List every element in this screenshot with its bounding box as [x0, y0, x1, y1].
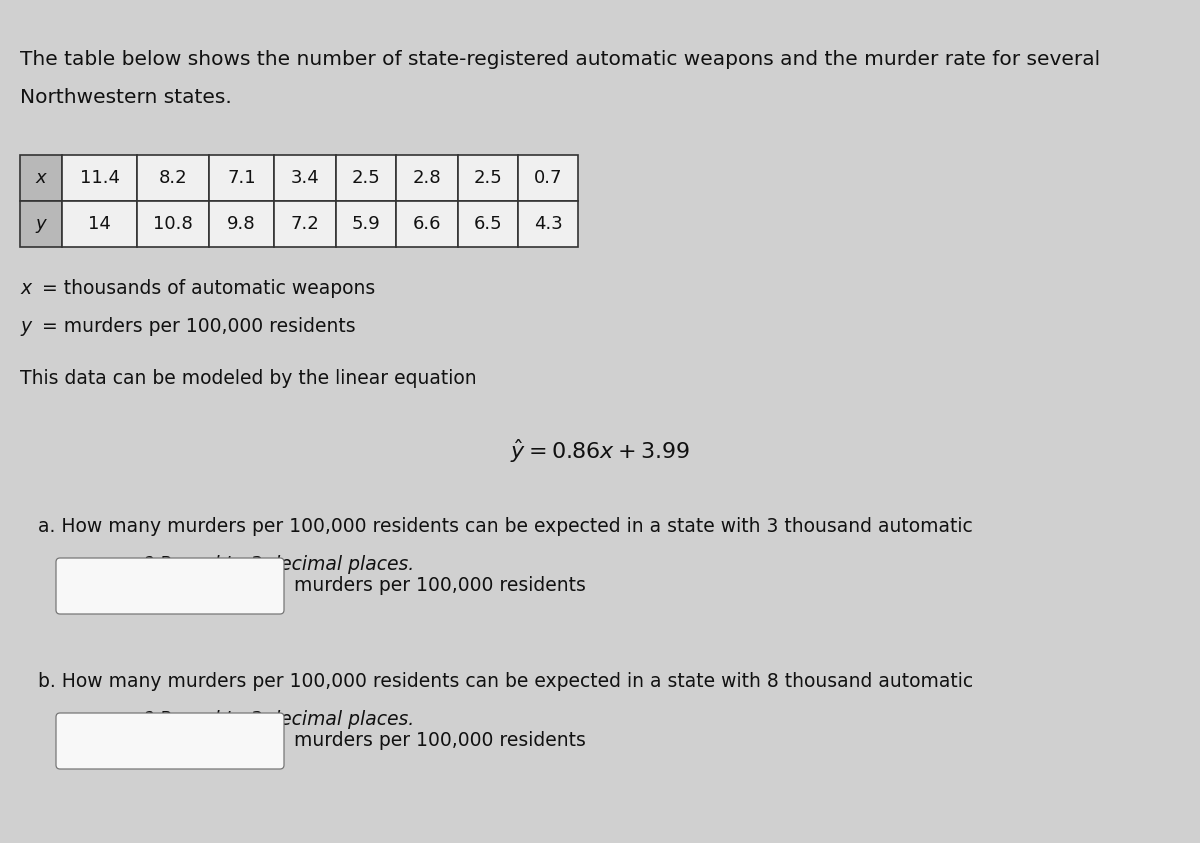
Text: The table below shows the number of state-registered automatic weapons and the m: The table below shows the number of stat… — [20, 50, 1100, 69]
Text: a. How many murders per 100,000 residents can be expected in a state with 3 thou: a. How many murders per 100,000 resident… — [38, 517, 973, 536]
Text: 9.8: 9.8 — [227, 215, 256, 233]
Text: y: y — [36, 215, 47, 233]
Text: 5.9: 5.9 — [352, 215, 380, 233]
FancyBboxPatch shape — [56, 713, 284, 769]
Text: 4.3: 4.3 — [534, 215, 563, 233]
Text: 6.5: 6.5 — [474, 215, 503, 233]
Text: 7.1: 7.1 — [227, 169, 256, 187]
FancyBboxPatch shape — [20, 201, 62, 247]
Text: 2.8: 2.8 — [413, 169, 442, 187]
FancyBboxPatch shape — [396, 155, 458, 201]
Text: weapons? Round to 3 decimal places.: weapons? Round to 3 decimal places. — [60, 555, 414, 574]
FancyBboxPatch shape — [458, 155, 518, 201]
Text: weapons? Round to 3 decimal places.: weapons? Round to 3 decimal places. — [60, 710, 414, 729]
Text: 2.5: 2.5 — [352, 169, 380, 187]
FancyBboxPatch shape — [62, 201, 137, 247]
FancyBboxPatch shape — [336, 155, 396, 201]
Text: x: x — [36, 169, 47, 187]
FancyBboxPatch shape — [336, 201, 396, 247]
Text: x: x — [20, 279, 31, 298]
Text: murders per 100,000 residents: murders per 100,000 residents — [294, 577, 586, 595]
FancyBboxPatch shape — [56, 558, 284, 614]
Text: 8.2: 8.2 — [158, 169, 187, 187]
Text: 3.4: 3.4 — [290, 169, 319, 187]
FancyBboxPatch shape — [396, 201, 458, 247]
Text: $\hat{y} = 0.86x + 3.99$: $\hat{y} = 0.86x + 3.99$ — [510, 437, 690, 464]
Text: 7.2: 7.2 — [290, 215, 319, 233]
Text: = thousands of automatic weapons: = thousands of automatic weapons — [36, 279, 376, 298]
Text: 6.6: 6.6 — [413, 215, 442, 233]
Text: This data can be modeled by the linear equation: This data can be modeled by the linear e… — [20, 369, 476, 388]
Text: = murders per 100,000 residents: = murders per 100,000 residents — [36, 317, 355, 336]
FancyBboxPatch shape — [137, 155, 209, 201]
Text: 10.8: 10.8 — [154, 215, 193, 233]
FancyBboxPatch shape — [209, 201, 274, 247]
FancyBboxPatch shape — [274, 155, 336, 201]
FancyBboxPatch shape — [20, 155, 62, 201]
Text: b. How many murders per 100,000 residents can be expected in a state with 8 thou: b. How many murders per 100,000 resident… — [38, 672, 973, 691]
FancyBboxPatch shape — [137, 201, 209, 247]
Text: 2.5: 2.5 — [474, 169, 503, 187]
Text: y: y — [20, 317, 31, 336]
FancyBboxPatch shape — [518, 155, 578, 201]
FancyBboxPatch shape — [458, 201, 518, 247]
Text: 14: 14 — [88, 215, 110, 233]
Text: 0.7: 0.7 — [534, 169, 563, 187]
Text: 11.4: 11.4 — [79, 169, 120, 187]
Text: Northwestern states.: Northwestern states. — [20, 88, 232, 107]
Text: murders per 100,000 residents: murders per 100,000 residents — [294, 732, 586, 750]
FancyBboxPatch shape — [62, 155, 137, 201]
FancyBboxPatch shape — [209, 155, 274, 201]
FancyBboxPatch shape — [274, 201, 336, 247]
FancyBboxPatch shape — [518, 201, 578, 247]
